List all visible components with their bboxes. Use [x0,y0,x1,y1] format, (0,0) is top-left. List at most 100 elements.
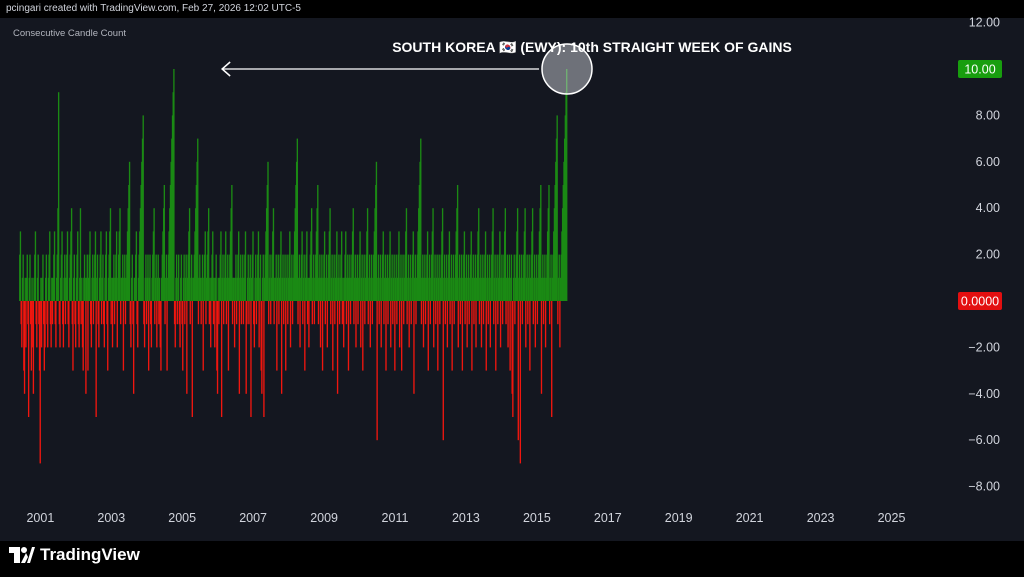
bar [47,301,49,348]
bar [268,301,270,325]
bar [407,254,410,301]
bar [168,231,170,301]
bar [471,301,473,371]
bar [350,277,352,301]
bar [470,231,472,301]
bar [200,301,202,325]
bar [141,138,144,301]
bar [186,301,188,394]
bar [336,231,338,301]
bar [485,301,487,371]
bar [349,301,352,325]
y-tick-label: 4.00 [976,201,1000,215]
bar [203,277,205,301]
bar [291,301,294,325]
indicator-title[interactable]: Consecutive Candle Count [13,28,127,39]
bar [203,254,206,301]
bar [281,277,284,301]
bar [373,231,376,301]
bar [208,208,210,301]
bar [559,301,561,348]
y-tick-label: −8.00 [968,480,1000,494]
bar [213,277,215,301]
bar [37,254,39,301]
bar [420,301,423,325]
bar [418,185,421,301]
bar [253,301,255,325]
bar [523,231,526,301]
bar [506,277,508,301]
bar [542,254,544,301]
bar [82,301,84,371]
bar [384,254,386,301]
bar [287,277,290,301]
bar [177,254,180,301]
bar [214,277,217,301]
bar [65,277,67,301]
bar [336,301,339,394]
bar [117,254,120,301]
bar [197,138,199,301]
bar [407,277,409,301]
bar [243,277,245,301]
bar [102,301,105,325]
tradingview-logo[interactable]: TradingView [9,544,140,566]
bar [317,185,319,301]
bar [371,301,374,325]
bar [296,138,299,301]
bar [150,301,152,325]
bar [119,208,121,301]
bar [510,277,512,301]
bar [321,301,324,371]
bar [195,185,198,301]
bar [496,254,498,301]
bar [521,254,523,301]
bar [103,301,106,348]
bar [362,301,364,371]
bar [40,301,43,348]
bar [563,161,565,301]
bar [477,231,479,301]
bar [516,231,518,301]
bar [216,301,219,394]
bar [208,301,211,325]
bar [306,301,309,325]
bar [324,301,326,325]
bar [115,231,118,301]
bar [193,277,195,301]
bar [375,161,378,301]
bar [157,254,159,301]
bar [308,277,311,301]
bar [330,301,332,325]
bar [84,277,86,301]
bar [351,254,353,301]
bar [393,254,395,301]
bar [431,254,433,301]
bar [272,231,274,301]
x-tick-label: 2023 [807,511,835,525]
bar [285,277,288,301]
bar [226,277,228,301]
bar [212,231,214,301]
bar [59,301,61,348]
bar [480,301,483,348]
price-label-high: 10.00 [964,63,995,77]
bar [167,254,170,301]
bar [222,254,224,301]
bar [178,301,181,325]
bar [492,208,494,301]
y-tick-label: −4.00 [968,387,1000,401]
bar [355,301,357,348]
bar [486,277,488,301]
bar [386,254,389,301]
bar [244,231,247,301]
bar [419,161,421,301]
bar [534,301,537,348]
bar [242,254,244,301]
bar [233,277,235,301]
bar [381,277,383,301]
bar [263,301,265,417]
bar [32,301,35,394]
bar [529,277,532,301]
